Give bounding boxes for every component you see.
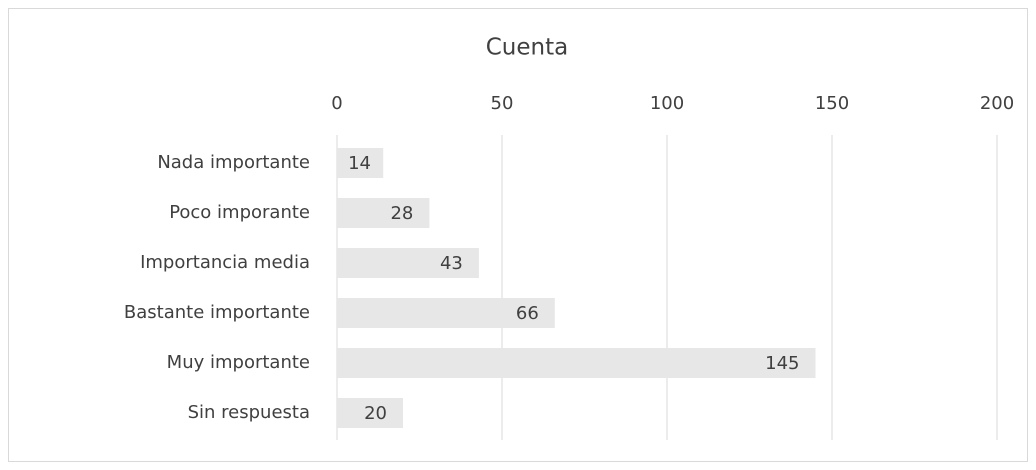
chart-title: Cuenta bbox=[486, 35, 568, 61]
data-label: 14 bbox=[348, 153, 371, 174]
data-label: 28 bbox=[390, 203, 413, 224]
y-tick-label: Poco imporante bbox=[169, 202, 310, 223]
bar bbox=[337, 248, 479, 278]
bar bbox=[337, 298, 555, 328]
y-tick-label: Nada importante bbox=[157, 152, 310, 173]
y-tick-label: Bastante importante bbox=[124, 302, 310, 323]
y-tick-label: Muy importante bbox=[167, 352, 310, 373]
x-tick-label: 50 bbox=[491, 93, 514, 114]
y-tick-label: Sin respuesta bbox=[188, 402, 310, 423]
data-label: 145 bbox=[765, 353, 799, 374]
y-tick-label: Importancia media bbox=[140, 252, 310, 273]
x-tick-label: 100 bbox=[650, 93, 684, 114]
bar bbox=[337, 348, 816, 378]
data-label: 66 bbox=[516, 303, 539, 324]
data-label: 20 bbox=[364, 403, 387, 424]
x-tick-label: 0 bbox=[331, 93, 342, 114]
data-label: 43 bbox=[440, 253, 463, 274]
x-tick-label: 150 bbox=[815, 93, 849, 114]
bar bbox=[337, 198, 430, 228]
x-tick-label: 200 bbox=[980, 93, 1014, 114]
bar bbox=[337, 398, 403, 428]
chart-border bbox=[8, 8, 1028, 462]
bar bbox=[337, 148, 384, 178]
